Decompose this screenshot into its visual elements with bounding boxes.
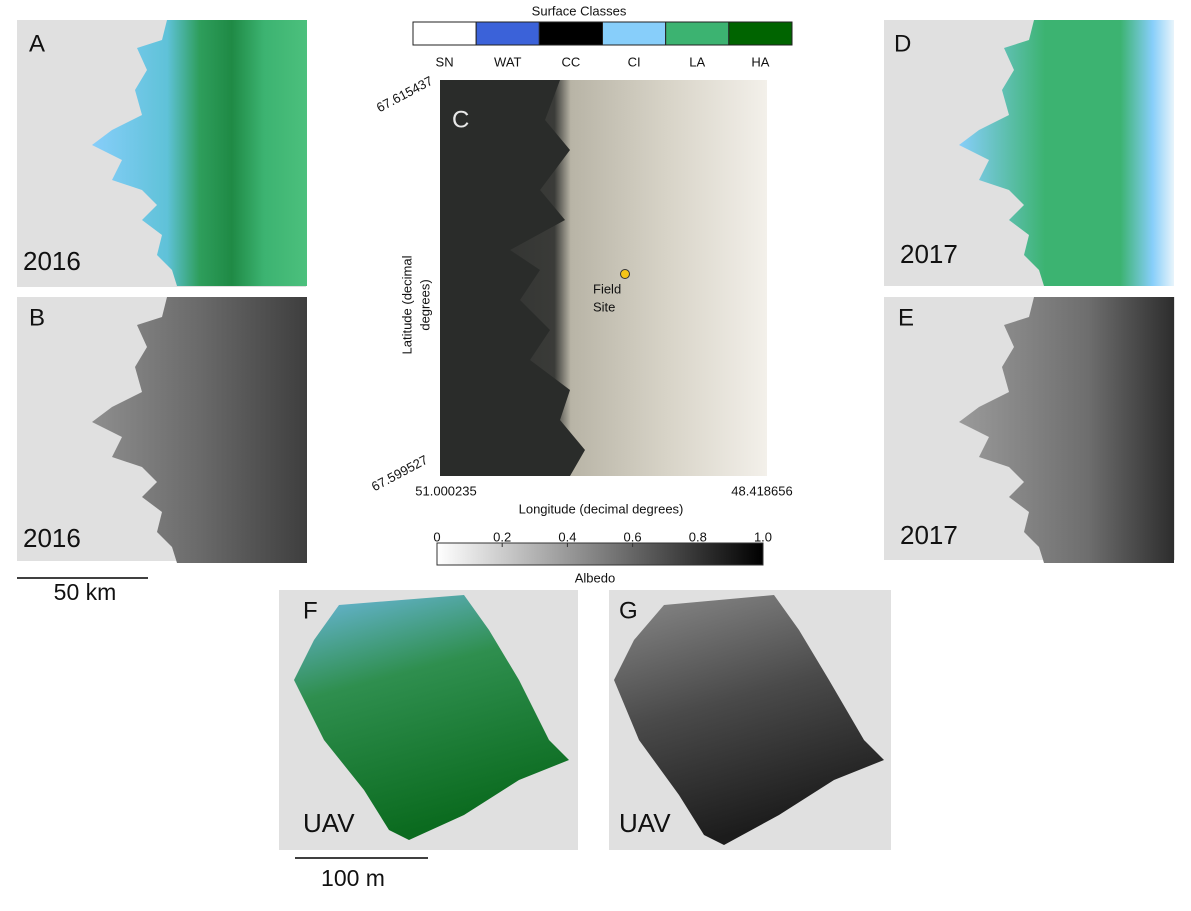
legend: SN WAT CC CI LA HA (412, 21, 793, 69)
annotation: Site (593, 299, 615, 314)
colorbar-tick-label: 0.6 (624, 529, 642, 544)
annotation: Field (593, 281, 621, 296)
legend-label: WAT (494, 54, 521, 69)
colorbar-tick-label: 0.8 (689, 529, 707, 544)
lat-label: 67.615437 (374, 73, 435, 115)
uav-class-map (294, 595, 569, 840)
colorbar-label: Albedo (575, 570, 615, 585)
panel-f: F UAV (279, 590, 578, 850)
panel-label: E (898, 304, 914, 331)
legend-swatch (475, 21, 540, 46)
panel-a: A 2016 (17, 20, 307, 287)
uav-albedo-map (614, 595, 884, 845)
panel-label: C (452, 106, 469, 133)
field-site-marker (620, 269, 630, 279)
tundra (440, 80, 585, 476)
scale-bar-label: 100 m (321, 865, 385, 891)
panel-g: G UAV (609, 590, 891, 850)
legend-swatch (412, 21, 477, 46)
panel-c: C Field Site 67.615437 67.599527 51.0002… (369, 73, 793, 516)
legend-swatch (665, 21, 730, 46)
legend-label: SN (436, 54, 454, 69)
colorbar-tick-label: 1.0 (754, 529, 772, 544)
panel-caption: 2017 (900, 239, 958, 269)
legend-title: Surface Classes (532, 3, 627, 18)
colorbar-tick-label: 0.4 (558, 529, 576, 544)
panel-label: F (303, 597, 318, 624)
panel-label: B (29, 304, 45, 331)
legend-label: CI (628, 54, 641, 69)
panel-caption: 2016 (23, 523, 81, 553)
x-axis-label: Longitude (decimal degrees) (519, 501, 684, 516)
panel-label: A (29, 30, 45, 57)
panel-caption: 2017 (900, 520, 958, 550)
panel-d: D 2017 (884, 20, 1174, 286)
colorbar-ticks: 0 0.2 0.4 0.6 0.8 1.0 (433, 529, 772, 547)
legend-label: LA (689, 54, 705, 69)
colorbar-tick-label: 0 (433, 529, 440, 544)
legend-label: CC (562, 54, 581, 69)
y-axis-label: degrees) (417, 279, 432, 330)
scale-bar-label: 50 km (54, 579, 117, 605)
panel-e: E 2017 (884, 297, 1175, 563)
legend-swatch (602, 21, 667, 46)
panel-label: D (894, 30, 911, 57)
panel-caption: UAV (303, 808, 355, 838)
panel-label: G (619, 597, 638, 624)
lon-label: 48.418656 (731, 483, 792, 498)
legend-swatch (538, 21, 603, 46)
panel-b: B 2016 (17, 297, 307, 563)
lon-label: 51.000235 (415, 483, 476, 498)
legend-swatch (728, 21, 793, 46)
y-axis-label: Latitude (decimal (399, 255, 414, 354)
legend-label: HA (751, 54, 769, 69)
panel-caption: 2016 (23, 246, 81, 276)
colorbar-tick-label: 0.2 (493, 529, 511, 544)
colorbar (436, 542, 764, 566)
panel-caption: UAV (619, 808, 671, 838)
